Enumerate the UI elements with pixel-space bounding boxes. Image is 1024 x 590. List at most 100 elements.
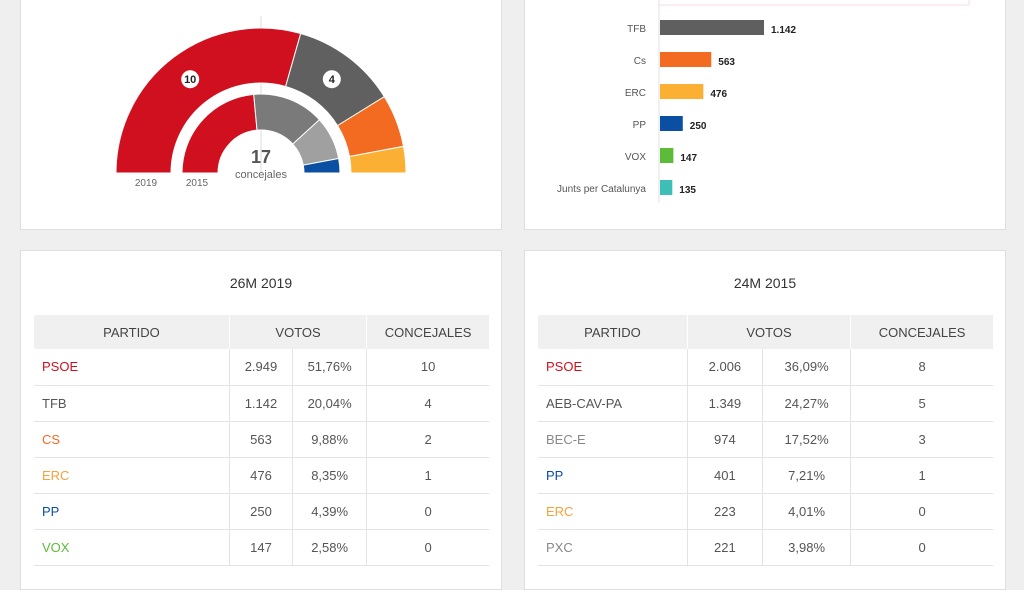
seats-cell: 4 [366,385,489,422]
col-concejales: CONCEJALES [366,315,489,349]
votes-cell: 147 [229,529,294,566]
cut-off-bar [658,0,970,6]
percent-cell: 36,09% [762,349,852,386]
bar-value-label: 1.142 [771,25,796,36]
bar-cs[interactable] [660,52,712,67]
bar-erc[interactable] [660,84,704,99]
votes-cell: 1.142 [229,385,294,422]
hemicycle-chart: 10 4 17 concejales 2019 2015 [115,16,407,189]
table-row: PP 401 7,21% 1 [538,457,993,494]
percent-cell: 20,04% [292,385,368,422]
percent-cell: 2,58% [292,529,368,566]
table-row: PSOE 2.006 36,09% 8 [538,349,993,386]
seat-badge [322,70,341,89]
votes-cell: 250 [229,493,294,530]
seat-count-label: 10 [184,74,196,86]
votes-cell: 221 [687,529,763,566]
percent-cell: 4,39% [292,493,368,530]
party-cell: PXC [538,529,688,566]
party-cell: ERC [34,457,230,494]
bar-category-label: Junts per Catalunya [557,184,646,195]
party-cell: ERC [538,493,688,530]
percent-cell: 8,35% [292,457,368,494]
table-row: CS 563 9,88% 2 [34,421,489,458]
seats-cell: 3 [850,421,993,458]
votes-bar-chart: TFB 1.142 Cs 563 ERC 476 PP 250 VOX 147 Junts per … [557,0,970,203]
table-row: AEB-CAV-PA 1.349 24,27% 5 [538,385,993,422]
table-title: 26M 2019 [229,275,293,291]
table-row: PSOE 2.949 51,76% 10 [34,349,489,386]
table-row: ERC 476 8,35% 1 [34,457,489,494]
seats-cell: 0 [850,529,993,566]
results-table-2019: PARTIDO VOTOS CONCEJALES PSOE 2.949 51,76%… [34,315,489,566]
col-votos: VOTOS [687,315,852,349]
col-partido: PARTIDO [538,315,688,349]
percent-cell: 9,88% [292,421,368,458]
seats-cell: 2 [366,421,489,458]
table-row: VOX 147 2,58% 0 [34,529,489,566]
bar-vox[interactable] [660,148,674,163]
results-2019-card: 26M 2019 PARTIDO VOTOS CONCEJALES PSOE 2.… [20,250,502,590]
bar-category-label: VOX [625,152,646,163]
results-table-2015: PARTIDO VOTOS CONCEJALES PSOE 2.006 36,09%… [538,315,993,566]
bar-value-label: 563 [718,57,735,68]
table-title: 24M 2015 [733,275,797,291]
votes-cell: 563 [229,421,294,458]
seats-cell: 0 [366,529,489,566]
bar-pp[interactable] [660,116,683,131]
inner-segment-pp[interactable] [302,157,341,174]
percent-cell: 7,21% [762,457,852,494]
seats-cell: 1 [850,457,993,494]
party-cell: PP [34,493,230,530]
bar-junts-per-catalunya[interactable] [660,180,673,195]
outer-year-label: 2019 [135,178,158,189]
seats-cell: 0 [850,493,993,530]
percent-cell: 3,98% [762,529,852,566]
party-cell: TFB [34,385,230,422]
percent-cell: 4,01% [762,493,852,530]
votes-bar-card: TFB 1.142 Cs 563 ERC 476 PP 250 VOX 147 Junts per … [524,0,1006,230]
bar-value-label: 476 [710,89,727,100]
seats-cell: 10 [366,349,489,386]
party-cell: PSOE [34,349,230,386]
votes-cell: 2.006 [687,349,763,386]
table-row: PP 250 4,39% 0 [34,493,489,530]
hemicycle-card: 10 4 17 concejales 2019 2015 [20,0,502,230]
bar-category-label: PP [633,120,647,131]
seats-cell: 0 [366,493,489,530]
bar-value-label: 250 [690,121,707,132]
results-2015-card: 24M 2015 PARTIDO VOTOS CONCEJALES PSOE 2.… [524,250,1006,590]
col-votos: VOTOS [229,315,368,349]
table-row: BEC-E 974 17,52% 3 [538,421,993,458]
inner-year-label: 2015 [186,178,209,189]
outer-segment-psoe[interactable] [115,27,302,174]
seats-cell: 1 [366,457,489,494]
outer-segment-erc[interactable] [348,145,407,174]
percent-cell: 17,52% [762,421,852,458]
votes-cell: 401 [687,457,763,494]
table-row: PXC 221 3,98% 0 [538,529,993,566]
votes-cell: 223 [687,493,763,530]
party-cell: PP [538,457,688,494]
total-seats: 17 [251,147,271,167]
seat-badge [181,70,200,89]
seats-cell: 5 [850,385,993,422]
votes-cell: 1.349 [687,385,763,422]
total-label: concejales [235,169,287,181]
votes-cell: 2.949 [229,349,294,386]
party-cell: BEC-E [538,421,688,458]
col-concejales: CONCEJALES [850,315,993,349]
bar-value-label: 135 [679,185,696,196]
percent-cell: 24,27% [762,385,852,422]
bar-category-label: Cs [634,56,646,67]
bar-category-label: ERC [625,88,646,99]
bar-category-label: TFB [627,24,646,35]
party-cell: PSOE [538,349,688,386]
votes-cell: 476 [229,457,294,494]
seat-count-label: 4 [329,74,336,86]
seats-cell: 8 [850,349,993,386]
bar-tfb[interactable] [660,20,764,35]
table-row: TFB 1.142 20,04% 4 [34,385,489,422]
party-cell: CS [34,421,230,458]
party-cell: AEB-CAV-PA [538,385,688,422]
